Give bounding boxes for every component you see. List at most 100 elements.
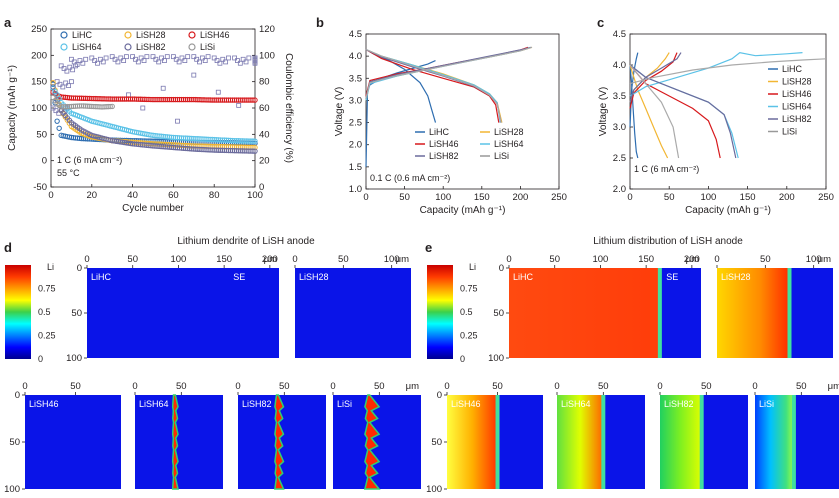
ce-marker — [226, 55, 231, 61]
ce-marker — [124, 54, 129, 60]
panel-c: c 0 50 100 150 200 250 2.0 2.5 3.0 3.5 4.0 4.5 Capaci… — [597, 15, 834, 216]
series-lihc — [365, 48, 437, 167]
map-label: LiSi — [759, 399, 774, 409]
y-tick-label: 200 — [31, 50, 47, 61]
y2-tick-label: 80 — [259, 77, 270, 88]
legend-marker — [60, 43, 68, 51]
colorbar — [427, 265, 453, 359]
interface-band — [699, 395, 704, 489]
ce-marker — [217, 60, 223, 66]
y2-tick-label: 120 — [259, 24, 275, 35]
ce-marker — [138, 55, 144, 61]
interface-band — [601, 395, 606, 489]
unit-label: μm — [828, 381, 839, 392]
x-axis-label: Capacity (mAh g⁻¹) — [685, 205, 771, 216]
x-tick-label: 50 — [338, 254, 349, 265]
map-background — [295, 268, 411, 358]
lithium-region — [557, 395, 604, 489]
y-tick-label: 50 — [9, 437, 20, 448]
lithium-region — [660, 395, 702, 489]
x-tick-label: 100 — [700, 192, 716, 203]
map-background — [333, 395, 421, 489]
map-label: LiSH28 — [721, 272, 751, 282]
ce-marker — [71, 59, 77, 65]
x-tick-label: 50 — [176, 381, 187, 392]
ce-marker — [66, 83, 71, 89]
data-point — [50, 81, 56, 88]
panel-label-d: d — [4, 240, 12, 255]
legend-label: LiSH28 — [136, 30, 166, 40]
ce-marker-outlier — [160, 85, 166, 91]
charge-curve — [365, 46, 531, 101]
series-lish46 — [50, 89, 258, 103]
x-tick-label: 50 — [374, 381, 385, 392]
data-point — [107, 103, 113, 110]
x-tick-label: 150 — [740, 192, 756, 203]
legend-label: LiSH82 — [782, 114, 812, 124]
charge-curve — [365, 46, 533, 99]
legend-label: LiSH82 — [429, 151, 459, 161]
ce-marker — [58, 63, 64, 69]
series-lish82 — [629, 52, 737, 159]
lithium-region — [755, 395, 794, 489]
x-tick-label: 50 — [664, 192, 675, 203]
charge-curve — [365, 60, 436, 167]
annotation-temp: 55 °C — [57, 168, 80, 178]
y-tick-label: 250 — [31, 24, 47, 35]
legend: LiHC LiSH28 LiSH46 LiSH64 LiSH82 LiSi — [768, 64, 812, 137]
discharge-curve — [365, 48, 437, 123]
discharge-curve — [629, 64, 669, 159]
x-tick-label: 200 — [512, 192, 528, 203]
ce-marker — [170, 54, 176, 60]
x-tick-label: 100 — [170, 254, 186, 265]
y-tick-label: 1.5 — [349, 162, 362, 173]
panel-title: Lithium distribution of LiSH anode — [593, 236, 743, 247]
series-lisi — [50, 94, 115, 110]
ce-marker — [63, 80, 69, 86]
x-tick-label: 250 — [818, 192, 834, 203]
legend-label: LiSi — [782, 127, 797, 137]
dendrite — [274, 394, 285, 490]
ce-marker — [191, 54, 197, 60]
y-tick-label: 2.0 — [349, 140, 362, 151]
data-point — [50, 84, 56, 90]
dendrite — [171, 394, 179, 490]
colorbar-label: Li — [47, 262, 54, 272]
map-label: LiHC — [513, 272, 534, 282]
ce-marker-outlier — [126, 92, 131, 98]
y-tick-label: 0 — [437, 390, 442, 401]
x-tick-label: 40 — [127, 190, 138, 201]
data-point — [54, 118, 60, 124]
series-lisi — [365, 46, 533, 123]
x-tick-label: 150 — [638, 254, 654, 265]
y-tick-label: 0 — [77, 263, 82, 274]
ce-marker — [214, 58, 220, 63]
x-axis-label: Capacity (mAh g⁻¹) — [420, 205, 506, 216]
ce-marker — [61, 66, 67, 71]
x-tick-label: 100 — [435, 192, 451, 203]
x-tick-label: 50 — [760, 254, 771, 265]
panel-d: d Li 0 0.25 0.5 0.75 Lithium dendrite of LiSH … — [4, 236, 421, 495]
ce-marker — [246, 55, 252, 61]
data-point — [56, 125, 62, 131]
ce-marker — [67, 64, 73, 70]
legend-label: LiSi — [494, 151, 509, 161]
x-tick-label: 20 — [87, 190, 98, 201]
discharge-curve — [629, 64, 680, 159]
y-tick-label: 100 — [426, 484, 442, 495]
x-tick-label: 0 — [84, 254, 89, 265]
panel-label-a: a — [4, 15, 12, 30]
x-tick-label: 0 — [235, 381, 240, 392]
map-label: LiSH46 — [451, 399, 481, 409]
data-point — [250, 148, 256, 154]
ce-marker — [156, 59, 162, 65]
panel-title: Lithium dendrite of LiSH anode — [177, 236, 315, 247]
x-tick-label: 50 — [70, 381, 81, 392]
y-tick-label: 2.5 — [349, 118, 362, 129]
legend-marker — [60, 31, 68, 39]
